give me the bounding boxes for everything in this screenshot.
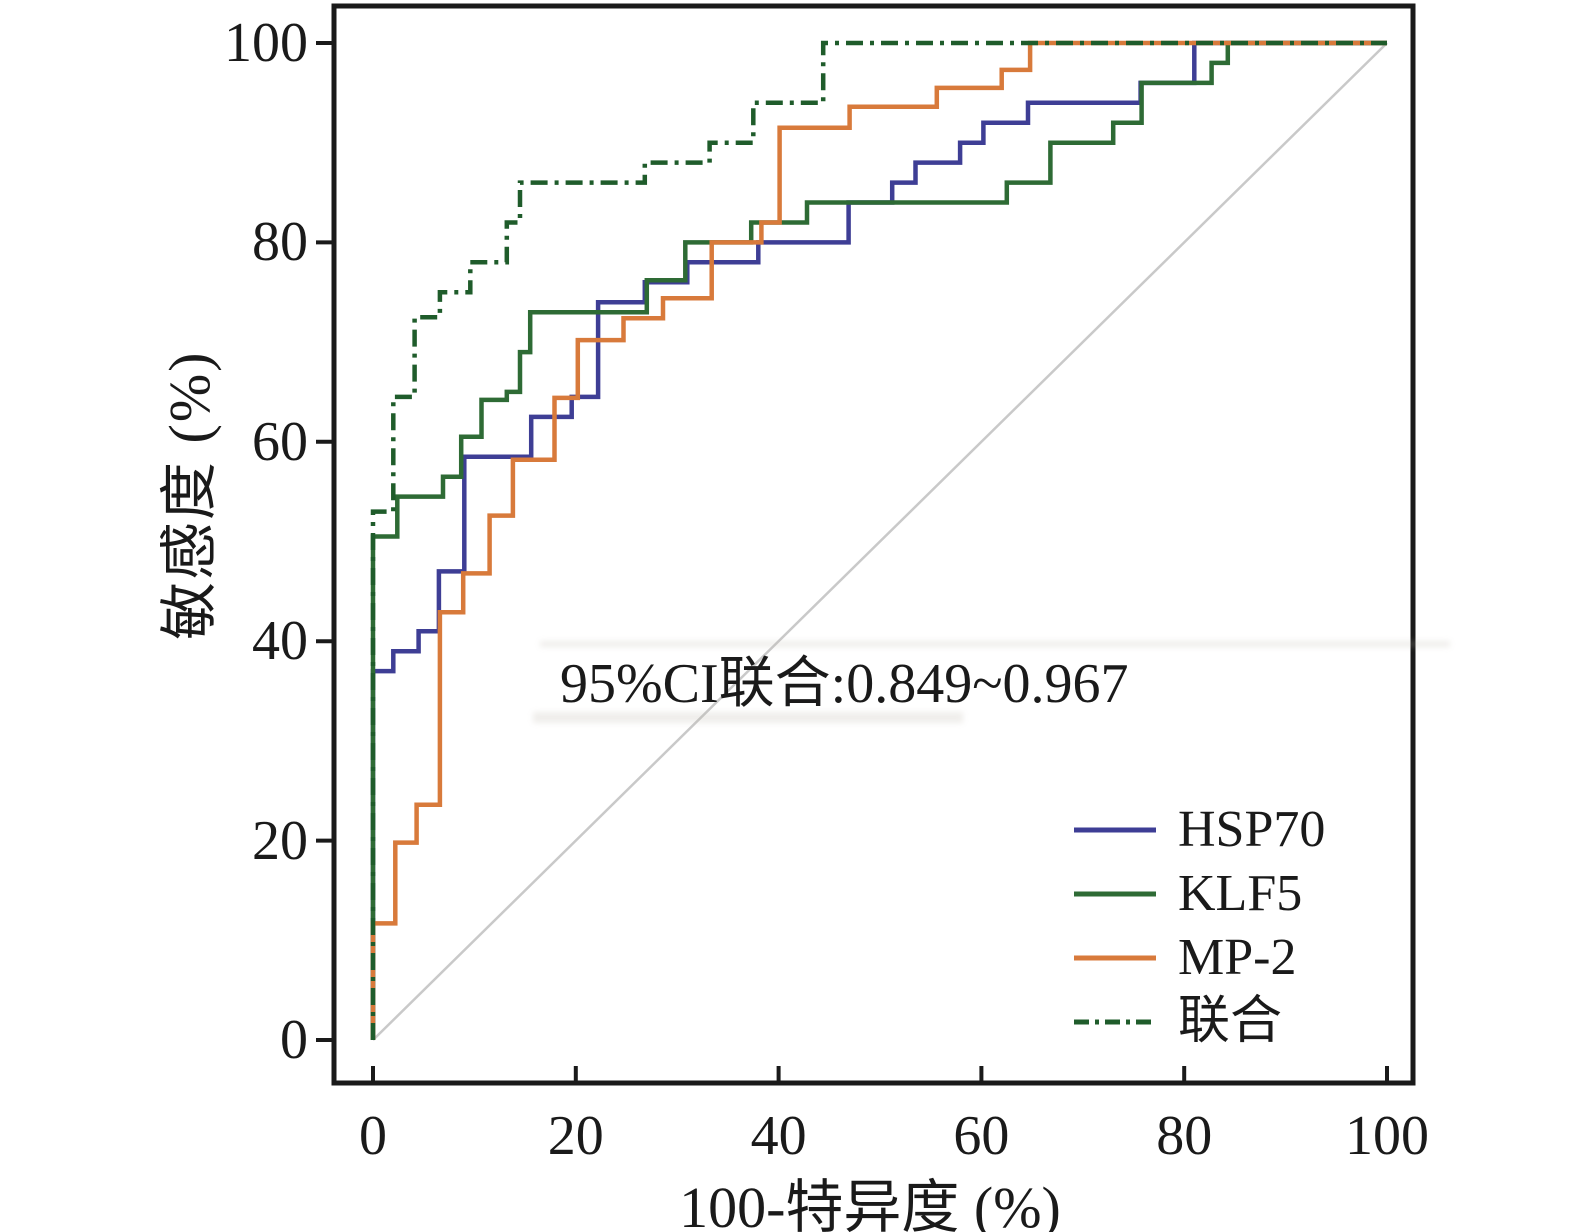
plot-border <box>331 3 1416 1086</box>
y-tick-label: 20 <box>252 809 308 872</box>
scan-artifact-smudge <box>533 712 963 723</box>
x-tick-label: 80 <box>1156 1105 1213 1167</box>
y-tick-label: 80 <box>252 211 308 274</box>
hsp70-line-swatch <box>1074 827 1156 833</box>
legend-item-combined: 联合 <box>1072 990 1325 1054</box>
x-tick-label: 20 <box>547 1105 604 1167</box>
roc-curve-mp2 <box>370 40 1387 1040</box>
legend-label-combined: MP-2 <box>1178 929 1297 986</box>
mp2-line-swatch <box>1074 955 1156 961</box>
legend-label-hsp70: HSP70 <box>1178 801 1326 858</box>
legend-item-mp2: MP-2 <box>1072 926 1325 990</box>
legend-label-klf5: KLF5 <box>1178 865 1303 922</box>
x-tick-label: 100 <box>1345 1105 1429 1167</box>
combined-dashdot-swatch <box>1074 1019 1156 1025</box>
legend-item-klf5: KLF5 <box>1072 862 1325 926</box>
y-tick-label: 40 <box>252 610 308 673</box>
legend: HSP70 KLF5 MP-2 联合 <box>1072 798 1325 1054</box>
x-tick-label: 40 <box>750 1105 807 1167</box>
reference-diagonal-line <box>372 42 1388 1041</box>
y-axis-title: 敏感度 (%) <box>157 350 222 640</box>
x-tick-label: 60 <box>953 1105 1010 1167</box>
axis-ticks <box>316 41 1389 1083</box>
y-tick-label: 100 <box>224 12 308 74</box>
roc-curve-klf5 <box>370 40 1387 1040</box>
y-tick-label: 60 <box>252 410 308 473</box>
klf5-line-swatch <box>1074 891 1156 897</box>
roc-curve-combined <box>370 40 1387 1040</box>
legend-label-lianhe: 联合 <box>1178 993 1283 1050</box>
y-tick-label: 0 <box>280 1009 308 1071</box>
scan-artifact-smudge <box>540 641 1450 647</box>
x-tick-label: 0 <box>359 1105 387 1167</box>
ci-annotation: 95%CI联合:0.849~0.967 <box>560 653 1129 715</box>
legend-item-hsp70: HSP70 <box>1072 798 1325 862</box>
x-axis-title: 100-特异度 (%) <box>679 1175 1061 1232</box>
